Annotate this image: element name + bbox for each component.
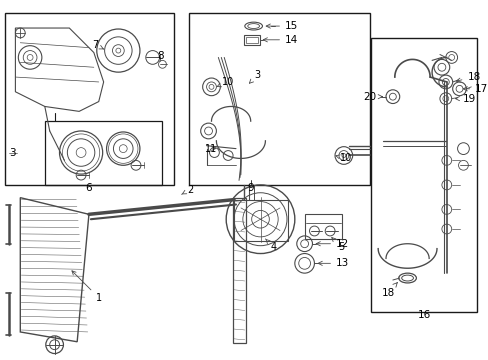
Bar: [245, 37, 257, 43]
Text: 13: 13: [318, 258, 348, 268]
Text: 12: 12: [316, 239, 348, 249]
Text: 1: 1: [72, 271, 102, 303]
Bar: [45, 121, 162, 185]
Text: 3: 3: [249, 70, 260, 83]
Bar: [370, 38, 476, 312]
Text: 19: 19: [454, 94, 475, 104]
Text: 18: 18: [381, 283, 396, 298]
Text: 10: 10: [335, 153, 351, 163]
Bar: [4, 13, 174, 185]
Text: 8: 8: [157, 51, 163, 62]
Bar: [233, 198, 245, 343]
Text: 20: 20: [362, 92, 382, 102]
Bar: [304, 214, 341, 239]
Text: 3: 3: [9, 148, 16, 158]
Text: 7: 7: [92, 40, 103, 50]
Text: 9: 9: [247, 183, 253, 193]
Text: 4: 4: [265, 239, 276, 252]
Text: 10: 10: [216, 77, 234, 87]
Text: 15: 15: [265, 21, 298, 31]
Text: 14: 14: [263, 35, 298, 45]
Text: 5: 5: [331, 238, 344, 252]
Text: 11: 11: [205, 144, 217, 154]
Text: 17: 17: [462, 84, 488, 94]
Text: 16: 16: [417, 310, 430, 320]
Text: 6: 6: [85, 183, 92, 193]
Text: 18: 18: [455, 72, 480, 82]
Bar: [244, 35, 259, 45]
Bar: [234, 199, 287, 241]
Bar: [188, 13, 369, 185]
Text: 2: 2: [181, 185, 193, 195]
